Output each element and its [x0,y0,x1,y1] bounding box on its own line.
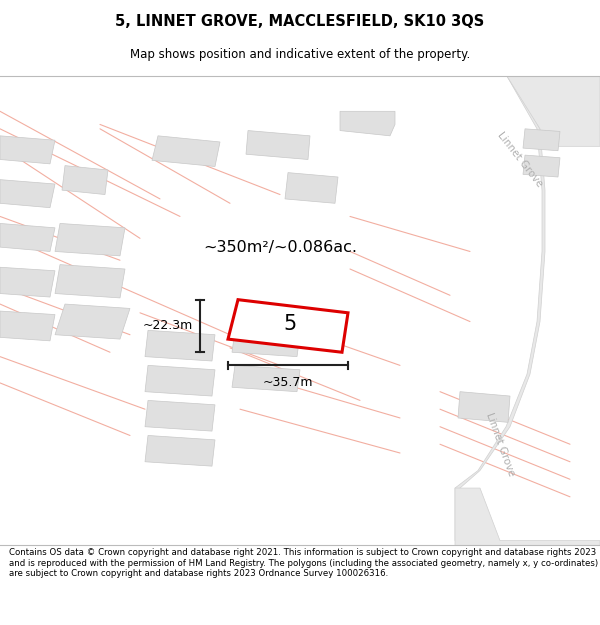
Polygon shape [455,76,545,541]
Polygon shape [145,436,215,466]
Polygon shape [55,264,125,298]
Text: ~35.7m: ~35.7m [263,376,313,389]
Polygon shape [523,129,560,151]
Text: ~22.3m: ~22.3m [143,319,193,332]
Polygon shape [458,392,510,422]
Polygon shape [0,311,55,341]
Text: ~350m²/~0.086ac.: ~350m²/~0.086ac. [203,239,357,254]
Polygon shape [145,366,215,396]
Polygon shape [523,155,560,177]
Text: 5, LINNET GROVE, MACCLESFIELD, SK10 3QS: 5, LINNET GROVE, MACCLESFIELD, SK10 3QS [115,14,485,29]
Polygon shape [0,224,55,251]
Text: Linnet Grove: Linnet Grove [484,411,516,478]
Text: Linnet Grove: Linnet Grove [496,130,545,189]
Polygon shape [55,224,125,256]
Text: 5: 5 [283,314,296,334]
Polygon shape [285,173,338,203]
Polygon shape [0,136,55,164]
Polygon shape [470,76,600,146]
Polygon shape [232,366,300,392]
Text: Map shows position and indicative extent of the property.: Map shows position and indicative extent… [130,48,470,61]
Polygon shape [55,304,130,339]
Polygon shape [228,299,348,352]
Polygon shape [0,179,55,208]
Polygon shape [152,136,220,166]
Polygon shape [62,166,108,194]
Polygon shape [145,401,215,431]
Polygon shape [232,331,300,357]
Polygon shape [455,488,600,624]
Polygon shape [145,331,215,361]
Polygon shape [340,111,395,136]
Text: Contains OS data © Crown copyright and database right 2021. This information is : Contains OS data © Crown copyright and d… [9,548,598,578]
Polygon shape [0,268,55,297]
Polygon shape [246,131,310,159]
